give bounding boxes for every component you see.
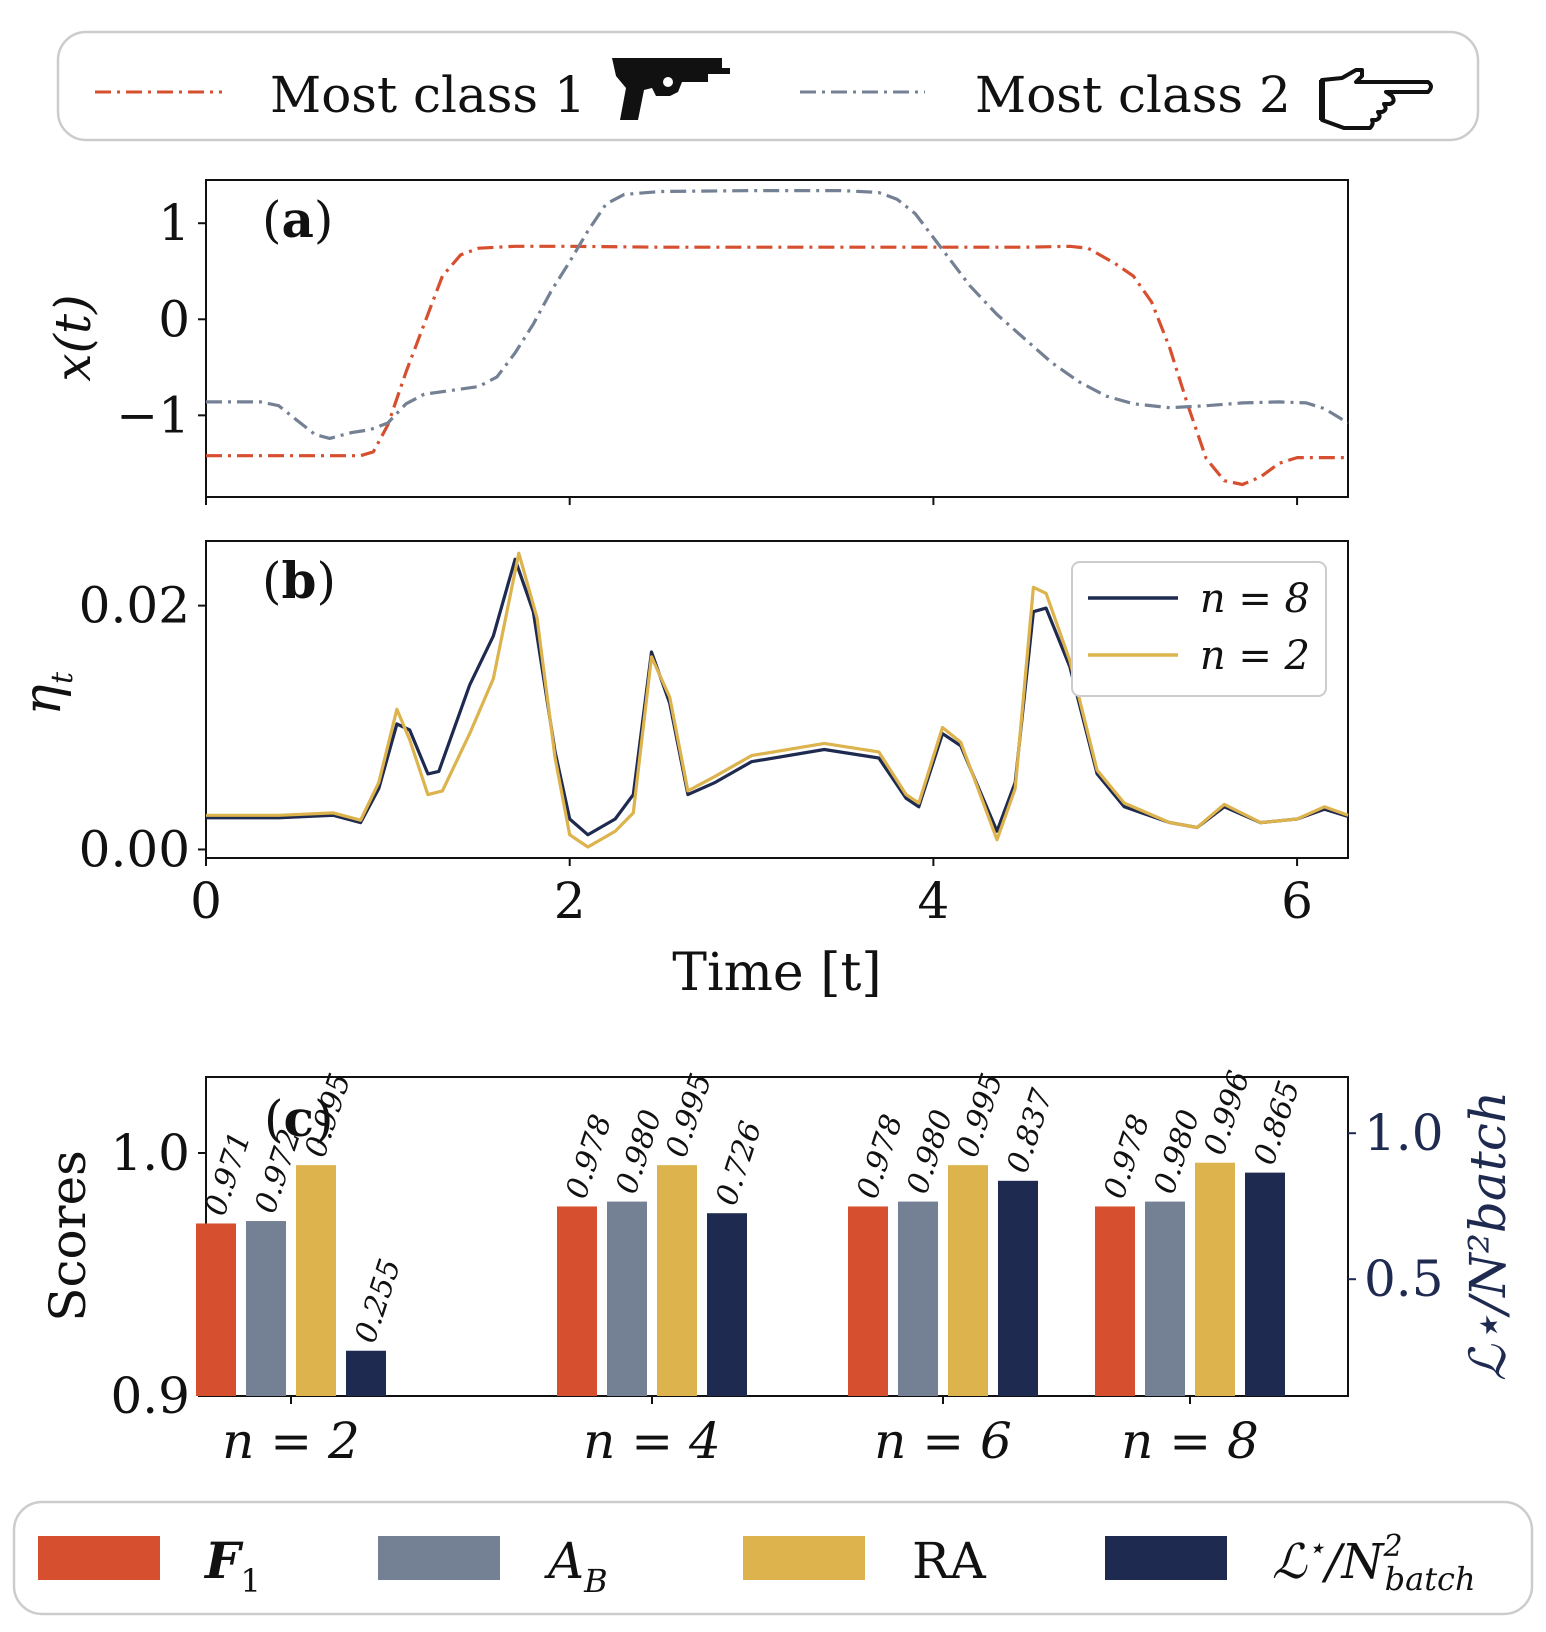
- panel-a-series: [206, 189, 1349, 487]
- bar-value-label: 0.995: [950, 1069, 1010, 1162]
- bar-l-n2batch: [1245, 1172, 1285, 1396]
- panel-a-xticks: [205, 497, 1299, 505]
- panel-b-xlabel: Time [t]: [672, 943, 881, 1003]
- xtick-label: n = 4: [583, 1412, 721, 1470]
- legend-swatch-ra: [743, 1536, 865, 1580]
- legend-swatch-l: [1105, 1536, 1227, 1580]
- legend-label-l: ℒ⋆/N2 batch: [1272, 1529, 1476, 1598]
- panel-c-ylabel-right: ℒ⋆/N²batch: [1459, 1091, 1517, 1381]
- panel-b-frame: [205, 540, 1349, 859]
- top-legend: Most class 1 Most class 2: [56, 30, 1480, 142]
- bar-value-label: 0.978: [1097, 1110, 1157, 1203]
- ytick-label: 1: [158, 194, 190, 252]
- xtick-label: n = 6: [874, 1412, 1012, 1470]
- series-line-n-8: [206, 557, 1349, 837]
- legend-label-class1: Most class 1: [270, 66, 586, 124]
- bar-ra: [1195, 1162, 1235, 1396]
- legend-label-n2: n = 2: [1200, 633, 1310, 679]
- bar-l-n2batch: [998, 1180, 1038, 1396]
- legend-label-class2: Most class 2: [975, 66, 1291, 124]
- bar-f1: [848, 1206, 888, 1396]
- panel-a-tag: (a): [262, 190, 333, 249]
- ytick-label-left: 1.0: [110, 1124, 190, 1182]
- legend-label-f1: F1: [203, 1531, 261, 1600]
- pointing-hand-icon: [1319, 68, 1433, 130]
- bar-l-n2batch: [707, 1213, 747, 1396]
- bar-value-label: 0.978: [850, 1110, 910, 1203]
- ytick-label-left: 0.9: [110, 1367, 190, 1425]
- ytick-label-right: 1.0: [1364, 1104, 1444, 1162]
- panel-b-ylabel: η t: [13, 671, 80, 716]
- panel-c-ylabel-right-text: ℒ⋆/N²batch: [1459, 1091, 1517, 1381]
- ytick-label: 0.02: [79, 577, 190, 635]
- panel-c-xticks: n = 2 n = 4 n = 6 n = 8: [222, 1396, 1259, 1470]
- top-legend-frame: [56, 30, 1480, 142]
- legend-swatch-ab: [378, 1536, 500, 1580]
- ytick-label: 0: [158, 290, 190, 348]
- panel-c-tag: (c): [264, 1089, 333, 1148]
- bar-value-label: 0.837: [1000, 1084, 1060, 1177]
- panel-c-yticks-right: 1.0 0.5: [1348, 1104, 1444, 1308]
- panel-b-ylabel-main: η: [13, 684, 73, 715]
- bar-value-label: 0.865: [1247, 1077, 1307, 1170]
- panel-b: (b) η t Time [t] 0.02 0.00 0 2 4 6 n = 8 n =…: [13, 540, 1349, 1003]
- bar-a-b: [1145, 1201, 1185, 1396]
- legend-label-n8: n = 8: [1200, 576, 1310, 622]
- bar-a-b: [898, 1201, 938, 1396]
- panel-a: (a) x(t) 1 0 −1: [44, 179, 1349, 505]
- bar-f1: [1095, 1206, 1135, 1396]
- bar-value-label: 0.255: [348, 1255, 408, 1348]
- xtick-label: 2: [554, 872, 586, 930]
- ytick-label-right: 0.5: [1364, 1250, 1444, 1308]
- bar-l-n2batch: [346, 1350, 386, 1396]
- legend-swatch-f1: [38, 1536, 160, 1580]
- xtick-label: n = 2: [222, 1412, 360, 1470]
- legend-label-ra: RA: [912, 1532, 987, 1590]
- bar-value-label: 0.996: [1197, 1067, 1257, 1160]
- panel-b-legend-frame: [1071, 561, 1327, 697]
- bar-value-label: 0.726: [709, 1117, 769, 1210]
- xtick-label: n = 8: [1121, 1412, 1259, 1470]
- bar-a-b: [607, 1201, 647, 1396]
- xtick-label: 0: [190, 872, 222, 930]
- ytick-label: 0.00: [79, 820, 190, 878]
- bar-f1: [196, 1223, 236, 1396]
- panel-b-yticks: 0.02 0.00: [79, 577, 206, 878]
- panel-a-frame: [205, 179, 1349, 498]
- bar-f1: [557, 1206, 597, 1396]
- panel-c-ylabel: Scores: [39, 1150, 97, 1322]
- bar-value-label: 0.995: [659, 1069, 719, 1162]
- panel-b-ylabel-sub: t: [45, 671, 80, 684]
- bar-value-label: 0.978: [559, 1110, 619, 1203]
- bar-ra: [948, 1165, 988, 1396]
- series-line-most-class-1: [206, 244, 1348, 487]
- series-line-n-2: [206, 551, 1349, 849]
- panel-c: (c) Scores ℒ⋆/N²batch 1.0 0.9 1.0 0.5 n = …: [39, 1067, 1517, 1470]
- series-line-most-class-2: [206, 189, 1349, 440]
- panel-b-legend: n = 8 n = 2: [1071, 561, 1327, 697]
- revolver-icon: [612, 58, 730, 120]
- panel-c-bars: 0.9710.9720.9950.2550.9780.9800.9950.726…: [196, 1067, 1307, 1396]
- legend-label-ab: AB: [544, 1532, 608, 1600]
- panel-c-yticks-left: 1.0 0.9: [110, 1124, 206, 1425]
- ytick-label: −1: [116, 386, 190, 444]
- panel-a-yticks: 1 0 −1: [116, 194, 206, 444]
- panel-b-series: [206, 551, 1349, 849]
- bar-a-b: [246, 1221, 286, 1396]
- bar-ra: [296, 1165, 336, 1396]
- panel-b-tag: (b): [262, 551, 336, 610]
- bottom-legend: F1 AB RA ℒ⋆/N2 batch: [12, 1500, 1534, 1616]
- panel-b-xticks: 0 2 4 6: [190, 858, 1313, 930]
- panel-a-ylabel: x(t): [44, 294, 102, 381]
- xtick-label: 4: [917, 872, 949, 930]
- bar-ra: [657, 1165, 697, 1396]
- xtick-label: 6: [1281, 872, 1313, 930]
